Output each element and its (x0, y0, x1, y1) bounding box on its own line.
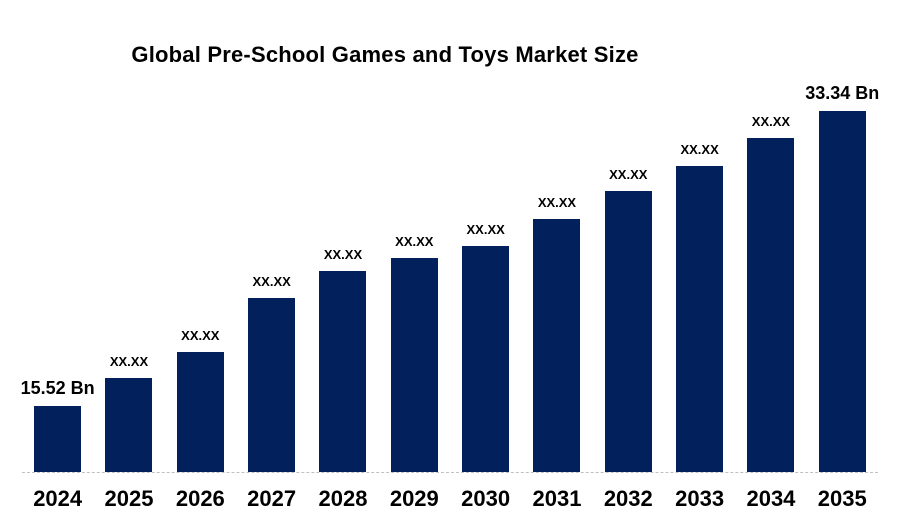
bar-2035 (818, 111, 866, 472)
bar-2032 (604, 191, 652, 472)
x-axis-label-2025: 2025 (104, 486, 154, 511)
bar-slot-2027: XX.XX (236, 275, 307, 472)
x-axis-label-2032: 2032 (603, 486, 653, 511)
x-axis-labels: 2024 2025 2026 2027 2028 2029 2030 2031 2032 2033… (22, 486, 878, 512)
bar-value-label-2026: XX.XX (181, 328, 220, 344)
bar-slot-2032: XX.XX (593, 168, 664, 472)
bar-2034 (747, 138, 795, 472)
bar-2025 (105, 377, 153, 472)
bar-slot-2029: XX.XX (379, 235, 450, 472)
bar-2033 (676, 166, 724, 472)
bar-value-label-2030: XX.XX (466, 221, 505, 237)
x-axis-label-2026: 2026 (175, 486, 225, 511)
x-axis-label-2028: 2028 (318, 486, 368, 511)
bar-slot-2024: 15.52 Bn (20, 377, 95, 472)
bar-2030 (462, 245, 510, 472)
bar-value-label-2024: 15.52 Bn (20, 377, 95, 398)
bar-value-label-2035: 33.34 Bn (805, 83, 880, 103)
bar-value-label-2027: XX.XX (252, 274, 291, 290)
bar-slot-2028: XX.XX (307, 248, 378, 472)
bar-2028 (319, 271, 367, 472)
bar-value-label-2032: XX.XX (609, 167, 648, 182)
x-axis-label-2030: 2030 (461, 486, 511, 511)
bar-2026 (176, 352, 224, 472)
bar-2029 (390, 257, 438, 472)
bar-slot-2034: XX.XX (735, 115, 806, 472)
x-axis-label-2035: 2035 (817, 486, 867, 511)
bar-value-label-2031: XX.XX (537, 195, 577, 211)
plot-area: 15.52 Bn XX.XX XX.XX XX.XX XX.XX XX.XX XX.XX XX… (20, 42, 880, 473)
bar-value-label-2034: XX.XX (751, 114, 791, 130)
bar-2031 (533, 219, 581, 472)
bar-2027 (248, 298, 296, 472)
bar-slot-2026: XX.XX (165, 329, 236, 472)
chart-title: Global Pre-School Games and Toys Market … (131, 42, 639, 67)
x-axis-label-2033: 2033 (675, 486, 725, 511)
x-axis-label-2024: 2024 (33, 486, 83, 511)
bar-value-label-2028: XX.XX (323, 247, 363, 263)
bar-value-label-2025: XX.XX (109, 353, 149, 369)
bar-2024 (34, 405, 82, 472)
bar-value-label-2033: XX.XX (680, 142, 719, 158)
x-axis-label-2029: 2029 (389, 486, 439, 511)
bar-slot-2025: XX.XX (93, 355, 164, 472)
bar-slot-2033: XX.XX (664, 143, 735, 472)
bar-slot-2030: XX.XX (450, 221, 521, 472)
bar-slot-2031: XX.XX (521, 196, 592, 472)
x-axis-label-2034: 2034 (746, 486, 796, 511)
bar-slot-2035: 33.34 Bn (805, 83, 880, 472)
bar-value-label-2029: XX.XX (395, 233, 434, 249)
x-axis-label-2031: 2031 (532, 486, 582, 511)
x-axis-label-2027: 2027 (247, 486, 297, 511)
